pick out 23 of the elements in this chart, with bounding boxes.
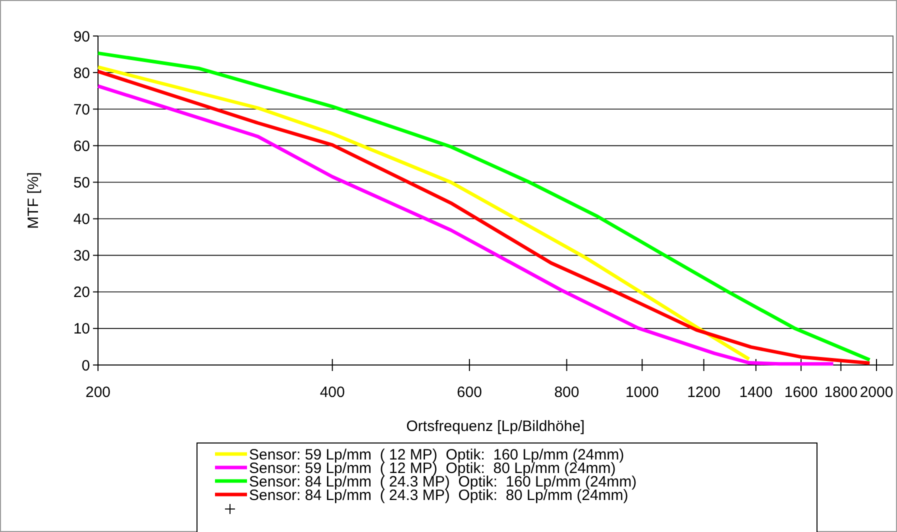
- x-tick-label: 2000: [860, 384, 894, 401]
- y-axis-title: MTF [%]: [25, 172, 42, 229]
- x-tick-label: 1400: [739, 384, 773, 401]
- x-tick-label: 1600: [784, 384, 818, 401]
- x-tick-label: 1000: [625, 384, 659, 401]
- y-tick-label: 30: [73, 248, 90, 265]
- x-tick-label: 200: [85, 384, 111, 401]
- x-axis-title: Ortsfrequenz [Lp/Bildhöhe]: [406, 418, 585, 435]
- legend-label: Sensor: 59 Lp/mm ( 12 MP) Optik: 160 Lp/mm (24mm): [249, 446, 624, 464]
- x-tick-label: 800: [554, 384, 580, 401]
- y-tick-label: 10: [73, 320, 90, 338]
- y-tick-label: 90: [73, 28, 90, 46]
- y-tick-label: 20: [73, 284, 90, 302]
- x-tick-label: 600: [456, 384, 482, 401]
- x-tick-label: 400: [320, 384, 345, 401]
- y-tick-label: 0: [82, 357, 90, 374]
- x-tick-label: 1200: [687, 384, 720, 401]
- y-tick-label: 50: [73, 174, 90, 192]
- y-tick-label: 80: [73, 64, 90, 82]
- y-tick-label: 60: [73, 138, 90, 155]
- y-tick-label: 70: [73, 101, 90, 118]
- x-tick-label: 1800: [824, 384, 858, 401]
- y-tick-label: 40: [73, 211, 90, 228]
